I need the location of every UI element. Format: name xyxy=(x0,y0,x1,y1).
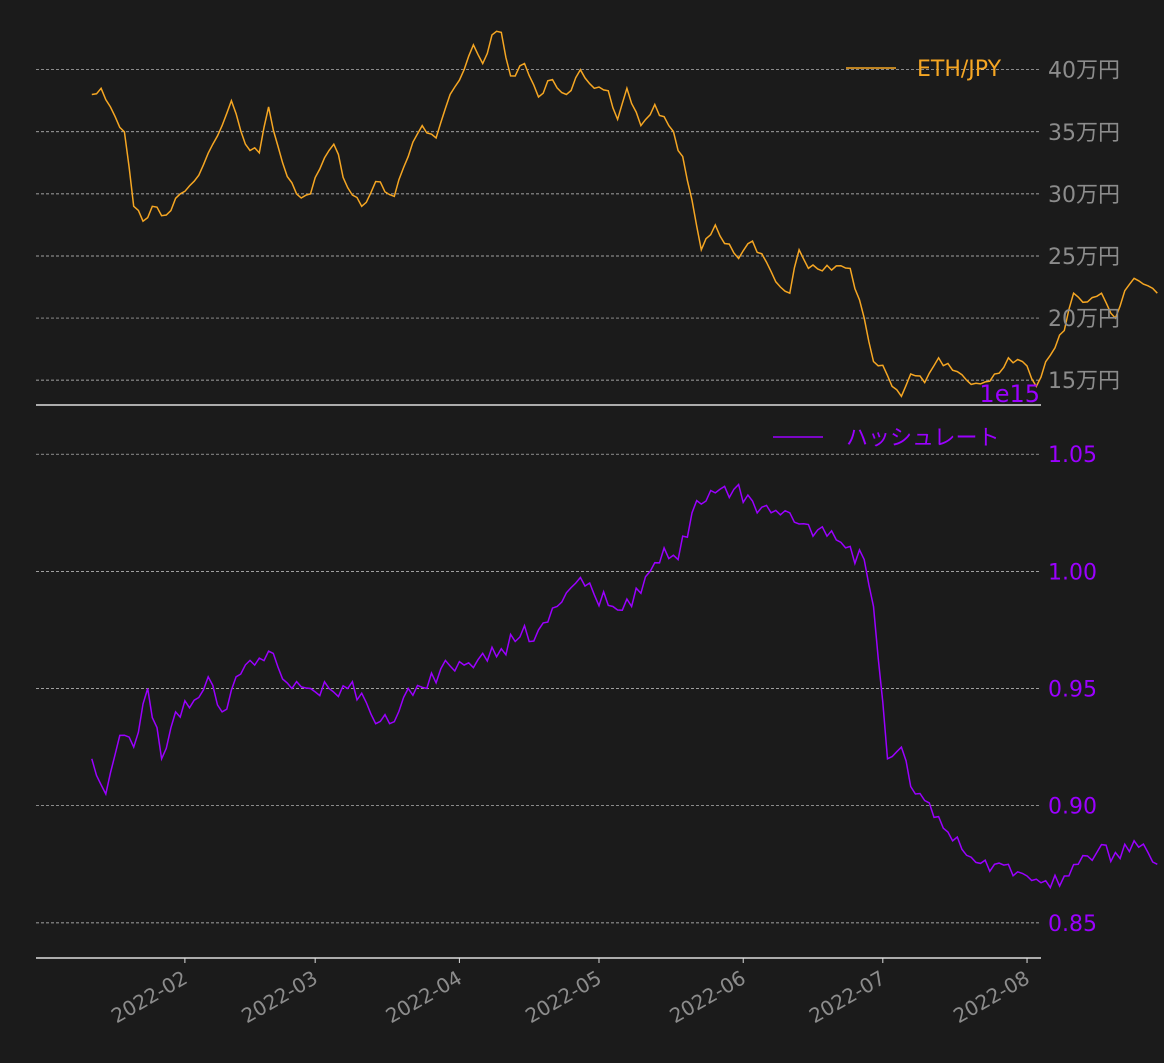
hashrate-y-tick-labels: 0.85 0.90 0.95 1.00 1.05 xyxy=(1048,443,1097,937)
eth-gridlines xyxy=(36,69,1041,381)
hashrate-legend-label: ハッシュレート xyxy=(846,426,1000,451)
eth-legend-label: ETH/JPY xyxy=(917,57,1002,82)
y-tick-label: 25万円 xyxy=(1048,245,1120,270)
hashrate-panel: 0.85 0.90 0.95 1.00 1.05 1e15 ハッシュレート xyxy=(36,380,1158,959)
eth-panel: 15万円 20万円 25万円 30万円 35万円 40万円 ETH/JPY xyxy=(36,30,1158,406)
y-tick-label: 15万円 xyxy=(1048,369,1120,394)
eth-y-tick-labels: 15万円 20万円 25万円 30万円 35万円 40万円 xyxy=(1048,59,1120,394)
y-tick-label: 30万円 xyxy=(1048,183,1120,208)
hashrate-legend: ハッシュレート xyxy=(773,426,1000,451)
y-tick-label: 0.85 xyxy=(1048,912,1097,937)
y-tick-label: 0.95 xyxy=(1048,678,1097,703)
hashrate-offset-label: 1e15 xyxy=(979,380,1040,408)
y-tick-label: 1.00 xyxy=(1048,560,1097,585)
y-tick-label: 20万円 xyxy=(1048,307,1120,332)
y-tick-label: 35万円 xyxy=(1048,121,1120,146)
eth-legend: ETH/JPY xyxy=(846,57,1002,82)
hashrate-line xyxy=(91,483,1158,890)
eth-jpy-line xyxy=(91,30,1158,398)
y-tick-label: 40万円 xyxy=(1048,59,1120,84)
y-tick-label: 0.90 xyxy=(1048,795,1097,820)
y-tick-label: 1.05 xyxy=(1048,443,1097,468)
